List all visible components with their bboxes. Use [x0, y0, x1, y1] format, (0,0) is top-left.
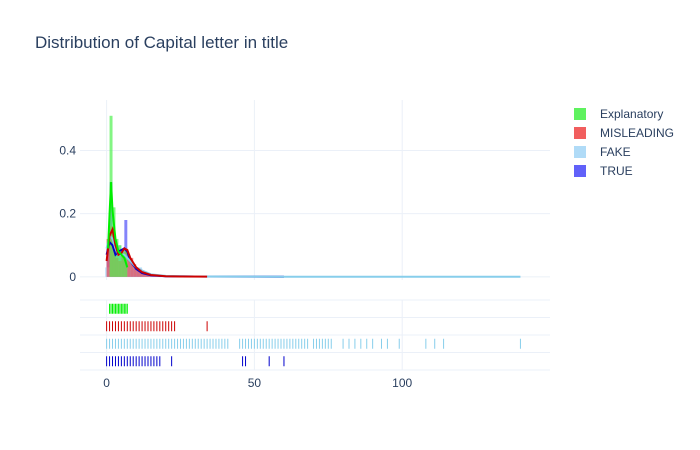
density-curve-fake — [105, 233, 521, 278]
main-gridlines — [80, 100, 550, 280]
histogram-bar-explanatory — [118, 245, 122, 277]
x-tick-label: 100 — [392, 376, 412, 390]
y-tick-label: 0 — [69, 270, 76, 284]
x-tick-label: 0 — [103, 376, 110, 390]
legend: Explanatory MISLEADING FAKE TRUE — [574, 107, 674, 178]
legend-swatch-explanatory — [574, 108, 586, 120]
histogram-bar-misleading — [130, 257, 134, 277]
histogram-bar-misleading — [133, 264, 137, 277]
rug-marks — [106, 303, 521, 367]
histogram-bar-misleading — [127, 254, 131, 277]
legend-label-misleading: MISLEADING — [600, 126, 674, 140]
histogram-bar-explanatory — [121, 251, 125, 277]
histogram-bar-misleading — [136, 268, 143, 277]
chart-title: Distribution of Capital letter in title — [35, 33, 289, 52]
legend-label-fake: FAKE — [600, 145, 631, 159]
legend-swatch-fake — [574, 146, 586, 158]
density-curve-misleading — [105, 226, 208, 278]
y-tick-label: 0.4 — [59, 144, 76, 158]
histogram-bar-explanatory — [115, 238, 119, 277]
legend-swatch-true — [574, 165, 586, 177]
legend-label-true: TRUE — [600, 164, 633, 178]
legend-label-explanatory: Explanatory — [600, 107, 663, 121]
density-curves — [105, 182, 521, 278]
histogram-bars — [105, 115, 521, 278]
axis-ticks: 0 50 100 0 0.2 0.4 — [59, 144, 412, 390]
y-tick-label: 0.2 — [59, 207, 76, 221]
x-tick-label: 50 — [248, 376, 262, 390]
legend-swatch-misleading — [574, 127, 586, 139]
density-curve-explanatory — [107, 182, 129, 268]
histogram-bar-misleading — [106, 238, 110, 277]
rug-gridlines — [80, 299, 550, 371]
